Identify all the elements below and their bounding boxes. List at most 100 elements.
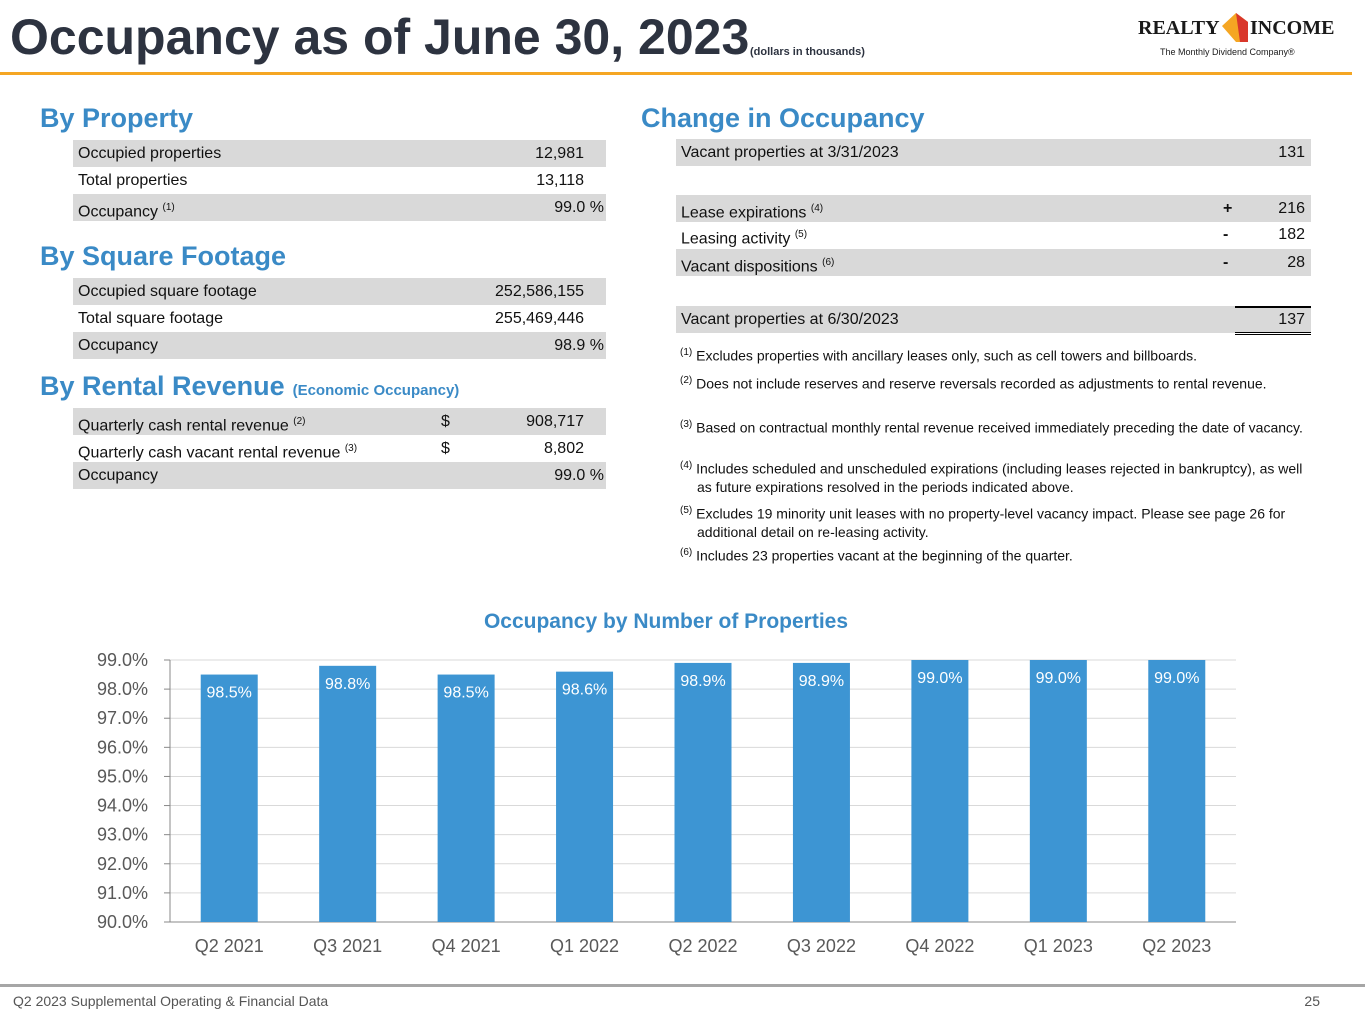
label: Occupied properties xyxy=(78,145,222,162)
data-label: 99.0% xyxy=(1154,670,1199,687)
value: 99.0 % xyxy=(554,199,604,216)
currency: $ xyxy=(441,413,450,430)
y-tick-label: 99.0% xyxy=(97,650,148,670)
note: (4) xyxy=(810,203,824,214)
bar xyxy=(792,662,850,922)
row-label: Occupancy xyxy=(78,332,158,359)
row-label: Total properties xyxy=(78,167,187,194)
value: 908,717 xyxy=(526,413,584,430)
chart-title: Occupancy by Number of Properties xyxy=(484,610,848,633)
value: 252,586,155 xyxy=(495,283,584,300)
value: 255,469,446 xyxy=(495,310,584,327)
table-row: Occupancy (1) 99.0 % xyxy=(73,194,606,221)
x-tick-label: Q2 2023 xyxy=(1142,936,1211,956)
label: Occupancy xyxy=(78,467,159,484)
label: Vacant properties at 6/30/2023 xyxy=(681,311,899,328)
y-tick-label: 91.0% xyxy=(97,883,148,903)
y-tick-label: 96.0% xyxy=(97,737,148,757)
footnote-marker: (5) xyxy=(680,505,693,516)
section-heading: By Rental Revenue (Economic Occupancy) xyxy=(40,371,459,402)
value: 8,802 xyxy=(543,440,584,457)
label: Vacant dispositions xyxy=(681,258,818,276)
label: Occupied square footage xyxy=(78,283,257,300)
subtitle: (dollars in thousands) xyxy=(750,46,865,58)
label: Lease expirations xyxy=(681,204,807,222)
value: 28 xyxy=(1287,254,1305,271)
bar xyxy=(319,665,377,922)
note: (5) xyxy=(794,229,808,240)
table-row: Leasing activity (5) - 182 xyxy=(676,221,1311,248)
x-tick-label: Q2 2022 xyxy=(668,936,737,956)
value: 12,981 xyxy=(535,145,584,162)
footnote-text: Does not include reserves and reserve re… xyxy=(696,375,1267,392)
y-tick-label: 95.0% xyxy=(97,766,148,786)
table-row: Total properties 13,118 xyxy=(73,167,606,194)
section-heading: By Property xyxy=(40,103,193,134)
value: 182 xyxy=(1278,226,1305,243)
footnote-marker: (2) xyxy=(680,375,693,386)
tagline: The Monthly Dividend Company® xyxy=(1160,47,1295,57)
value: 131 xyxy=(1278,144,1305,161)
footer-rule xyxy=(0,984,1365,987)
table-row: Occupied square footage 252,586,155 xyxy=(73,278,606,305)
heading: By Square Footage xyxy=(40,241,287,271)
data-label: 98.5% xyxy=(207,685,252,702)
bar xyxy=(674,662,732,922)
label: Occupancy xyxy=(78,337,159,354)
row-label: Occupancy (1) xyxy=(78,194,175,225)
x-tick-label: Q4 2022 xyxy=(905,936,974,956)
sign: - xyxy=(1223,226,1229,243)
page-number: 25 xyxy=(1304,993,1320,1009)
row-label: Occupied properties xyxy=(78,140,221,167)
note: (3) xyxy=(344,443,358,454)
sign: - xyxy=(1223,254,1229,271)
note: (1) xyxy=(162,202,175,213)
footnote-marker: (3) xyxy=(680,419,693,430)
table-row: Occupied properties 12,981 xyxy=(73,140,606,167)
footnote: (5) Excludes 19 minority unit leases wit… xyxy=(680,502,1305,541)
footnote-text: Excludes 19 minority unit leases with no… xyxy=(696,505,1286,540)
value: 137 xyxy=(1278,311,1305,328)
data-label: 98.6% xyxy=(562,682,607,699)
row-label: Quarterly cash rental revenue (2) xyxy=(78,408,305,439)
footnote: (2) Does not include reserves and reserv… xyxy=(680,372,1305,393)
y-tick-label: 98.0% xyxy=(97,679,148,699)
value: 13,118 xyxy=(536,172,584,189)
table-row: Vacant properties at 3/31/2023 131 xyxy=(676,139,1311,166)
table-row: Occupancy 98.9 % xyxy=(73,332,606,359)
label: Total properties xyxy=(78,172,188,189)
y-tick-label: 97.0% xyxy=(97,708,148,728)
footnote-text: Includes 23 properties vacant at the beg… xyxy=(696,547,1073,564)
heading: By Property xyxy=(40,103,194,133)
bar xyxy=(556,671,614,922)
sign: + xyxy=(1223,200,1233,217)
note: (6) xyxy=(822,257,835,268)
row-label: Quarterly cash vacant rental revenue (3) xyxy=(78,435,357,466)
currency: $ xyxy=(441,440,450,457)
section-heading: Change in Occupancy xyxy=(641,103,925,133)
table-row: Quarterly cash rental revenue (2) $908,71… xyxy=(73,408,606,435)
y-tick-label: 90.0% xyxy=(97,912,148,932)
footnote: (1) Excludes properties with ancillary l… xyxy=(680,344,1305,365)
data-label: 98.9% xyxy=(680,673,725,690)
table-row: Lease expirations (4) +216 xyxy=(676,195,1311,222)
x-tick-label: Q3 2022 xyxy=(787,936,856,956)
row-label: Occupancy xyxy=(78,462,158,489)
footnote: (3) Based on contractual monthly rental … xyxy=(680,416,1305,437)
footnote-marker: (4) xyxy=(680,460,693,471)
logo-text: REALTY xyxy=(1138,17,1220,39)
footnote-marker: (1) xyxy=(680,347,693,358)
footnote: (6) Includes 23 properties vacant at the… xyxy=(680,544,1305,565)
table-row: Occupancy 99.0 % xyxy=(73,462,606,489)
bar xyxy=(1148,660,1206,922)
footnote-text: Excludes properties with ancillary lease… xyxy=(696,347,1197,364)
footer-text: Q2 2023 Supplemental Operating & Financi… xyxy=(13,993,329,1009)
value: 98.9 % xyxy=(554,337,604,354)
footnote-text: Based on contractual monthly rental reve… xyxy=(696,419,1303,436)
x-tick-label: Q3 2021 xyxy=(313,936,382,956)
footnote-text: Includes scheduled and unscheduled expir… xyxy=(696,460,1303,495)
x-tick-label: Q2 2021 xyxy=(195,936,264,956)
row-label: Total square footage xyxy=(78,305,223,332)
